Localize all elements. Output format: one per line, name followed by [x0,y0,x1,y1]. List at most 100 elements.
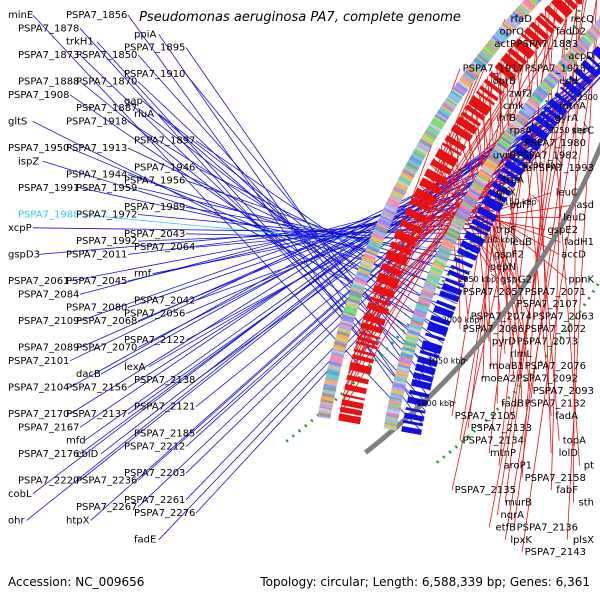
gene-label[interactable]: PSPA7_1850 [76,50,137,61]
gene-label[interactable]: PSPA7_1883 [517,39,578,50]
gene-label[interactable]: purF [509,200,532,211]
gene-label[interactable]: nqrA [500,510,524,521]
gene-label[interactable]: minE [8,10,33,21]
gene-label[interactable]: PSPA7_2203 [124,468,185,479]
gene-label[interactable]: PSPA7_1944 [66,170,127,181]
gene-label[interactable]: pepN [490,262,516,273]
gene-label[interactable]: PSPA7_2042 [134,295,195,306]
gene-label[interactable]: lolD [559,448,579,459]
gene-label[interactable]: ohr [8,515,25,526]
gene-label[interactable]: lexA [124,362,146,373]
gene-label[interactable]: PSPA7_2011 [66,249,127,260]
gene-label[interactable]: gyrA [555,113,578,124]
gene-label[interactable]: trpF [496,225,516,236]
gene-label[interactable]: fadA [555,411,578,422]
gene-label[interactable]: acpD [568,51,594,62]
gene-label[interactable]: gltS [8,116,27,127]
gene-label[interactable]: PSPA7_1895 [124,43,185,54]
gene-label[interactable]: PSPA7_1972 [76,210,137,221]
gene-label[interactable]: PSPA7_2063 [533,312,594,323]
gene-label[interactable]: PSPA7_1856 [66,10,127,21]
gene-label[interactable]: fadH1 [564,237,594,248]
gene-label[interactable]: gspD3 [8,249,40,260]
gene-label[interactable]: pyrD [492,336,516,347]
gene-label[interactable]: PSPA7_2176 [18,449,79,460]
gene-label[interactable]: PSPA7_2122 [124,335,185,346]
gene-label[interactable]: PSPA7_2071 [525,287,586,298]
gene-label[interactable]: PSPA7_2167 [18,422,79,433]
gene-label[interactable]: ppiA [134,29,156,40]
gene-label[interactable]: PSPA7_2143 [525,547,586,558]
gene-label[interactable]: PSPA7_2064 [134,242,195,253]
gene-label[interactable]: gltX [496,188,516,199]
gene-label[interactable]: PSPA7_2220 [18,476,79,487]
gene-label[interactable]: PSPA7_2121 [134,402,195,413]
gene-label[interactable]: PSPA7_1913 [66,143,127,154]
gene-label[interactable]: gap [124,96,143,107]
gene-label[interactable]: PSPA7_1918 [66,116,127,127]
gene-label[interactable]: moaB1 [489,361,524,372]
gene-label[interactable]: PSPA7_1988 [18,210,79,221]
gene-label[interactable]: mtnA [559,101,586,112]
gene-label[interactable]: lpxK [510,535,532,546]
gene-label[interactable]: cobL [8,489,32,500]
gene-label[interactable]: PSPA7_1982 [517,150,578,161]
gene-label[interactable]: rlmL [510,349,533,360]
gene-label[interactable]: PSPA7_2185 [134,428,195,439]
gene-label[interactable]: leuB [510,237,532,248]
gene-label[interactable]: PSPA7_2101 [8,356,69,367]
gene-label[interactable]: truA [503,175,524,186]
gene-label[interactable]: PSPA7_2086 [463,324,524,335]
gene-label[interactable]: PSPA7_2276 [134,508,195,519]
gene-label[interactable]: PSPA7_2080 [66,303,127,314]
gene-label[interactable]: PSPA7_1956 [124,176,185,187]
gene-label[interactable]: ib [523,163,532,174]
gene-label[interactable]: PSPA7_1946 [134,162,195,173]
gene-label[interactable]: PSPA7_2107 [517,299,578,310]
gene-label[interactable]: PSPA7_2156 [66,382,127,393]
gene-label[interactable]: PSPA7_1878 [18,23,79,34]
gene-label[interactable]: PSPA7_1897 [134,136,195,147]
gene-label[interactable]: fadB [501,398,524,409]
gene-label[interactable]: gspE2 [547,225,578,236]
gene-label[interactable]: PSPA7_2137 [66,409,127,420]
gene-label[interactable]: PSPA7_2056 [124,309,185,320]
gene-label[interactable]: PSPA7_2212 [124,442,185,453]
gene-label[interactable]: PSPA7_2073 [517,336,578,347]
gene-label[interactable]: PSPA7_2057 [463,287,524,298]
gene-label[interactable]: PSPA7_2076 [525,361,586,372]
gene-label[interactable]: edd [559,76,578,87]
gene-label[interactable]: PSPA7_2134 [463,436,524,447]
gene-label[interactable]: PSPA7_2138 [134,375,195,386]
gene-label[interactable]: PSPA7_2043 [124,229,185,240]
gene-label[interactable]: PSPA7_2135 [455,485,516,496]
gene-label[interactable]: sth [579,498,594,509]
gene-label[interactable]: PSPA7_2070 [76,343,137,354]
gene-label[interactable]: leuD [563,212,586,223]
gene-label[interactable]: accD [561,250,586,261]
gene-label[interactable]: PSPA7_2092 [517,374,578,385]
gene-label[interactable]: fabF [556,485,578,496]
gene-label[interactable]: PSPA7_2267 [76,502,137,513]
gene-label[interactable]: PSPA7_2093 [533,386,594,397]
gene-label[interactable]: PSPA7_2105 [455,411,516,422]
gene-label[interactable]: PSPA7_2133 [471,423,532,434]
gene-label[interactable]: PSPA7_1950 [8,143,69,154]
gene-label[interactable]: PSPA7_2109 [18,316,79,327]
gene-label[interactable]: rpsA [509,126,532,137]
gene-label[interactable]: gspF2 [494,250,524,261]
gene-label[interactable]: PSPA7_2068 [76,316,137,327]
gene-label[interactable]: leuC [556,188,578,199]
gene-label[interactable]: PSPA7_1989 [124,202,185,213]
gene-label[interactable]: PSPA7_1980 [525,138,586,149]
gene-label[interactable]: PSPA7_2236 [76,476,137,487]
gene-label[interactable]: PSPA7_1873 [18,50,79,61]
gene-label[interactable]: PSPA7_2104 [8,382,69,393]
gene-label[interactable]: PSPA7_2045 [66,276,127,287]
gene-label[interactable]: PSPA7_1928 [525,64,586,75]
gene-label[interactable]: dacB [76,369,101,380]
gene-label[interactable]: recQ [571,14,595,25]
gene-label[interactable]: moeA2 [481,374,516,385]
gene-label[interactable]: PSPA7_2089 [18,343,79,354]
gene-label[interactable]: PSPA7_1910 [124,69,185,80]
